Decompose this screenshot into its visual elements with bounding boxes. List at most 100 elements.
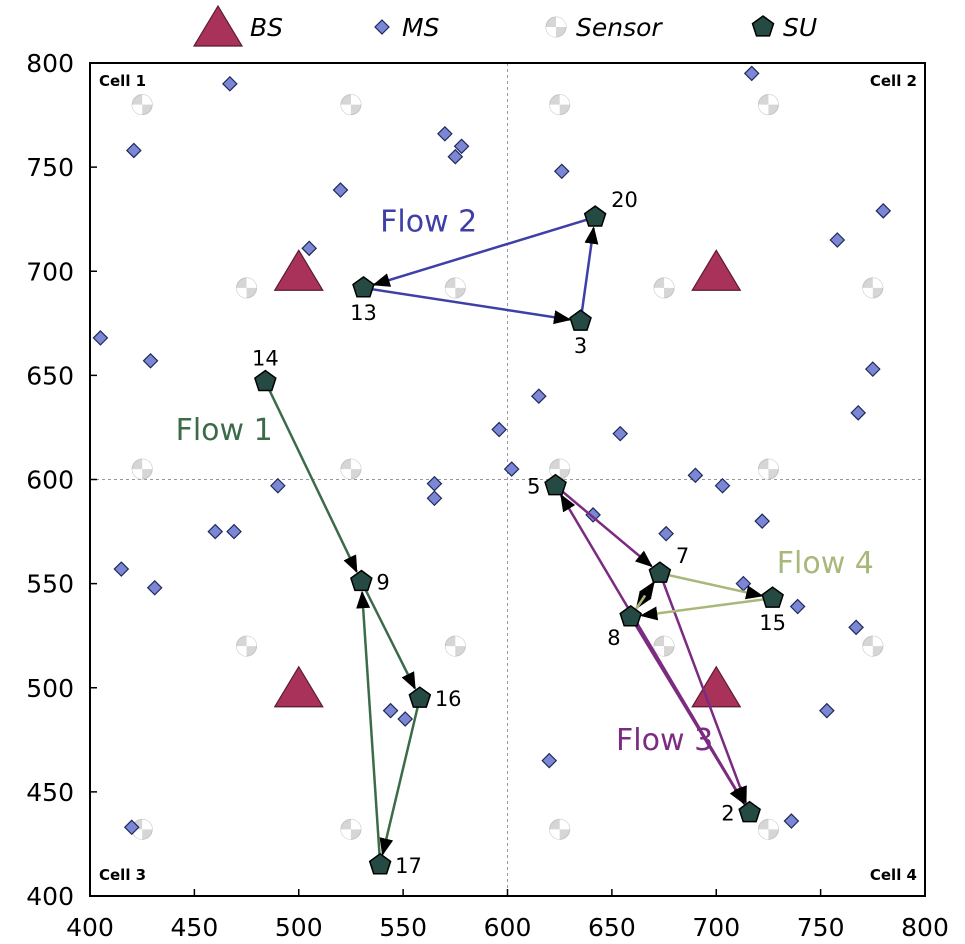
ms-marker <box>553 163 570 180</box>
legend: BS MS Sensor SU <box>192 4 817 47</box>
ms-marker <box>743 65 760 82</box>
sensor-quadrant <box>556 17 566 27</box>
ms-marker <box>437 125 453 142</box>
sensor-quadrant <box>664 277 675 288</box>
y-tick-label: 500 <box>26 674 74 703</box>
sensor-marker <box>549 94 571 116</box>
legend-label-sensor: Sensor <box>576 13 663 42</box>
sensor-quadrant <box>559 94 570 105</box>
ms-marker <box>754 513 771 529</box>
su-marker-17 <box>368 852 392 875</box>
su-marker-16 <box>408 686 432 708</box>
sensor-marker <box>757 94 779 116</box>
flow-label-flow-4: Flow 4 <box>777 546 874 581</box>
axis-ticks: 400 450 500 550 600 650 700 750 800 400 450 500 550 6… <box>26 49 949 942</box>
sensor-quadrant <box>246 636 257 647</box>
x-tick-label: 600 <box>484 913 532 942</box>
su-marker-14 <box>254 369 277 392</box>
ms-marker <box>447 148 464 165</box>
sensor-marker <box>757 818 779 840</box>
y-tick-label: 600 <box>26 466 74 495</box>
sensor-quadrant <box>559 819 570 830</box>
x-tick-label: 800 <box>901 913 949 942</box>
su-label-3: 3 <box>574 334 587 358</box>
x-tick-label: 550 <box>379 913 427 942</box>
su-marker-8 <box>619 604 642 627</box>
su-label-2: 2 <box>721 802 734 826</box>
sensor-marker <box>340 94 362 116</box>
su-label-9: 9 <box>376 571 389 595</box>
sensor-quadrant <box>350 819 361 830</box>
x-tick-label: 700 <box>692 913 740 942</box>
sensor-quadrant <box>768 459 779 470</box>
flow-link-5-7 <box>559 488 653 568</box>
sensor-marker <box>131 94 153 116</box>
legend-ms-icon <box>374 19 390 35</box>
flow-link-3-20 <box>580 226 599 316</box>
bs-marker <box>691 665 742 708</box>
x-tick-label: 750 <box>797 913 845 942</box>
ms-marker <box>829 232 846 248</box>
ms-marker <box>864 361 881 377</box>
y-tick-label: 650 <box>26 361 74 390</box>
legend-sensor-icon <box>545 16 567 38</box>
flow-link-8-7 <box>632 580 655 613</box>
sensor-quadrant <box>236 646 247 657</box>
ms-marker <box>113 561 130 577</box>
su-label-7: 7 <box>676 544 689 568</box>
su-label-13: 13 <box>350 301 377 325</box>
ms-marker <box>735 575 752 592</box>
flow-labels: Flow 2 Flow 1 Flow 4 Flow 3 <box>176 205 874 759</box>
ms-marker <box>125 142 142 159</box>
ms-marker <box>612 425 629 442</box>
flow-link-14-9 <box>266 386 358 574</box>
sensor-quadrant <box>340 829 351 840</box>
sensor-markers <box>131 94 884 840</box>
flow-label-flow-3: Flow 3 <box>616 723 713 758</box>
sensor-quadrant <box>862 287 873 298</box>
su-marker-2 <box>738 800 761 823</box>
ms-marker <box>146 579 163 596</box>
flow-link-16-17 <box>379 703 420 856</box>
sensor-marker <box>549 818 571 840</box>
su-marker-20 <box>583 205 607 227</box>
ms-marker <box>301 240 318 257</box>
ms-markers <box>92 65 892 836</box>
sensor-marker <box>862 635 884 657</box>
ms-marker <box>426 475 443 492</box>
flow-link-8-2 <box>632 621 745 805</box>
y-tick-label: 800 <box>26 49 74 78</box>
sensor-marker <box>340 818 362 840</box>
bs-marker <box>273 249 324 291</box>
legend-label-bs: BS <box>250 13 283 42</box>
y-tick-label: 400 <box>26 882 74 911</box>
sensor-marker <box>444 635 466 657</box>
legend-label-ms: MS <box>402 13 440 42</box>
sensor-quadrant <box>768 94 779 105</box>
x-tick-label: 650 <box>588 913 636 942</box>
x-tick-label: 450 <box>171 913 219 942</box>
sensor-quadrant <box>758 829 769 840</box>
sensor-marker <box>444 277 466 299</box>
sensor-quadrant <box>768 819 779 830</box>
ms-marker <box>382 702 399 719</box>
ms-marker <box>875 203 892 219</box>
cell-label-cell-2: Cell 2 <box>870 72 917 90</box>
ms-marker <box>783 813 800 829</box>
sensor-marker <box>340 458 362 480</box>
legend-su-icon <box>751 15 775 37</box>
sensor-quadrant <box>350 459 361 470</box>
y-tick-label: 750 <box>26 153 74 182</box>
sensor-quadrant <box>664 636 675 647</box>
sensor-quadrant <box>132 469 143 480</box>
su-label-16: 16 <box>435 687 462 711</box>
su-label-14: 14 <box>252 347 279 371</box>
sensor-quadrant <box>654 287 665 298</box>
sensor-quadrant <box>549 104 560 115</box>
sensor-quadrant <box>549 829 560 840</box>
su-label-15: 15 <box>759 611 786 635</box>
ms-marker <box>226 523 242 540</box>
ms-marker <box>503 461 520 477</box>
sensor-marker <box>757 458 779 480</box>
